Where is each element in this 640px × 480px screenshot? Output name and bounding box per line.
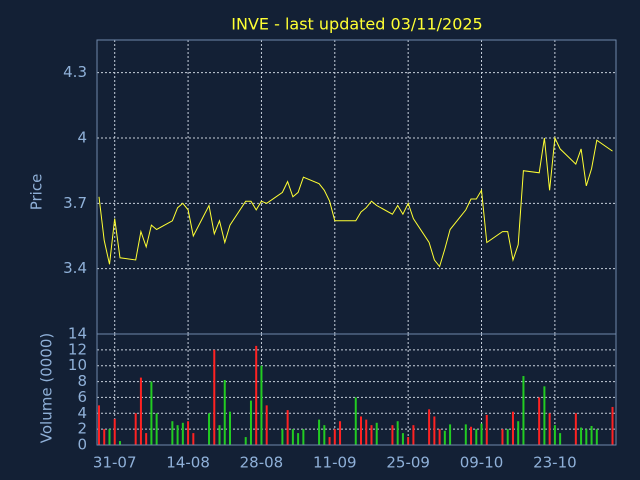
volume-bar [543,386,546,445]
volume-bar [464,424,467,445]
volume-bar [181,422,184,445]
y-tick-label: 10 [68,356,87,374]
volume-bar [98,405,100,445]
y-tick-label: 3.4 [63,259,87,277]
volume-bar [360,416,362,445]
volume-bar [260,365,263,445]
y-tick-label: 6 [77,388,87,406]
y-tick-label: 12 [68,340,87,358]
y-tick-label: 4 [77,404,87,422]
chart-title: INVE - last updated 03/11/2025 [231,15,482,34]
volume-bar [171,421,174,445]
volume-bar [553,425,556,445]
volume-bar [580,427,583,445]
volume-bar [150,381,153,445]
volume-bar [365,419,368,445]
y-axis-label: Price [28,174,46,211]
volume-bar [139,377,142,445]
volume-bar [176,425,179,445]
volume-bar [291,429,294,445]
volume-bar [443,430,446,445]
volume-bar [412,425,415,445]
volume-bar [134,413,137,445]
volume-bar [538,397,541,445]
volume-bar [108,429,111,445]
volume-bar [281,429,284,445]
volume-bar [286,410,289,445]
volume-bar [145,433,148,445]
volume-bar [118,441,121,445]
volume-bar [328,437,331,445]
volume-bar [501,429,504,445]
volume-bar [438,429,441,445]
y-tick-label: 3.7 [63,194,87,212]
y-tick-label: 0 [77,436,87,454]
volume-bar [595,429,598,445]
y-tick-label: 2 [77,420,87,438]
volume-bar [485,414,488,445]
volume-bar [480,423,483,445]
x-tick-label: 31-07 [93,454,137,472]
volume-bar [192,433,195,445]
volume-bar [574,413,577,445]
volume-bar [585,429,588,445]
x-tick-label: 28-08 [240,454,284,472]
panel-frame [96,333,617,446]
volume-bar [103,429,106,445]
x-tick-label: 23-10 [533,454,577,472]
volume-bar [333,429,336,445]
volume-bar [354,397,357,445]
volume-bar [213,349,216,445]
volume-bar [218,425,221,445]
volume-bar [318,419,321,445]
volume-bar [590,425,593,445]
volume-bar [113,418,116,445]
volume-bar [208,413,211,445]
volume-bar [265,405,268,445]
volume-bar [559,433,562,445]
y-tick-label: 4 [77,129,87,147]
x-tick-label: 09-10 [460,454,504,472]
volume-bar [396,421,399,445]
volume-bar [475,429,478,445]
volume-bar [391,425,394,445]
volume-bar [611,406,614,445]
y-tick-label: 8 [77,372,87,390]
y-axis-label: Volume (0000) [38,333,56,443]
volume-bar [339,421,342,445]
volume-bar [244,437,247,445]
volume-bar [470,426,473,445]
volume-bar [187,421,190,445]
volume-bar [223,379,226,445]
volume-bar [370,425,373,445]
volume-bar [249,400,252,445]
volume-bar [229,411,231,445]
volume-bar [428,409,431,445]
volume-bar [255,345,258,445]
volume-bar [155,413,158,445]
volume-bar [506,429,509,445]
price-line [98,136,613,268]
volume-bar [323,425,326,445]
y-tick-label: 4.3 [63,63,87,81]
volume-bar [449,424,452,445]
volume-bar [297,433,300,445]
volume-bar [401,433,404,445]
y-tick-label: 14 [68,325,87,343]
volume-bar [302,429,305,445]
volume-bar [433,416,436,445]
volume-bar [548,413,551,445]
volume-bar [522,376,525,445]
volume-bar [517,421,520,445]
x-tick-label: 14-08 [166,454,210,472]
x-tick-label: 11-09 [313,454,357,472]
volume-bar [407,437,410,445]
volume-bar [511,411,514,445]
x-tick-label: 25-09 [386,454,430,472]
volume-bar [375,422,378,445]
